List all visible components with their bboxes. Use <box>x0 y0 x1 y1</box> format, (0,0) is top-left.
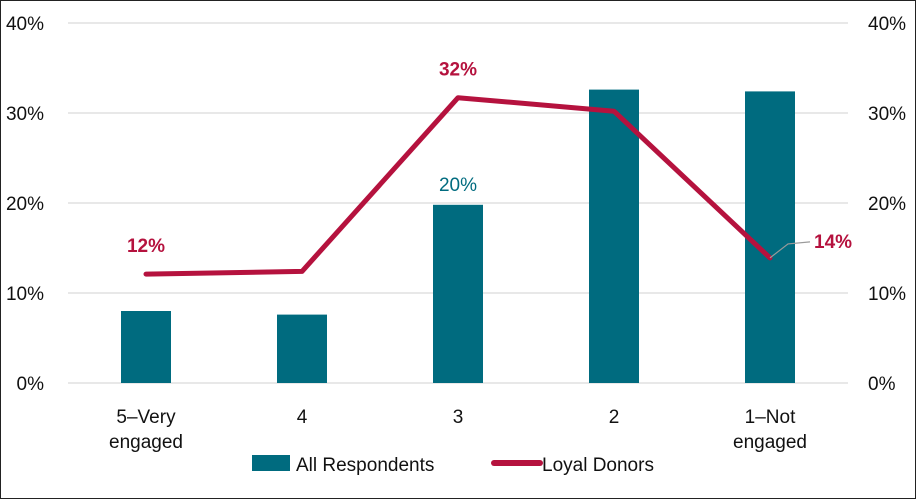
y-tick-label-right: 40% <box>868 14 906 35</box>
legend-label-all-respondents: All Respondents <box>296 455 434 476</box>
y-tick-label-left: 0% <box>17 374 45 395</box>
y-tick-label-right: 10% <box>868 284 906 305</box>
y-axis-left: 0% 10% 20% 30% 40% <box>6 14 44 395</box>
x-category-label: 1–Not <box>745 407 796 428</box>
y-tick-label-left: 30% <box>6 104 44 125</box>
y-tick-label-left: 20% <box>6 194 44 215</box>
bar <box>121 311 171 383</box>
bar-series <box>121 89 795 384</box>
line-data-label: 14% <box>814 232 852 253</box>
y-tick-label-left: 10% <box>6 284 44 305</box>
line-data-label: 12% <box>127 236 165 257</box>
line-data-label: 32% <box>439 60 477 81</box>
legend-swatch-all-respondents <box>252 455 290 471</box>
y-tick-label-right: 0% <box>868 374 896 395</box>
bar-data-label: 20% <box>439 175 477 196</box>
bar <box>745 91 795 384</box>
y-axis-right: 0% 10% 20% 30% 40% <box>868 14 906 395</box>
x-category-label: 2 <box>609 407 620 428</box>
x-category-label: engaged <box>109 432 183 453</box>
bar <box>433 204 483 383</box>
y-tick-label-left: 40% <box>6 14 44 35</box>
x-category-label: 3 <box>453 407 464 428</box>
y-tick-label-right: 30% <box>868 104 906 125</box>
x-category-label: 5–Very <box>116 407 176 428</box>
gridlines <box>68 22 848 384</box>
bar <box>277 314 327 383</box>
leader-line <box>769 241 811 259</box>
data-labels: 20% 12% 32% 14% <box>127 60 852 259</box>
x-category-label: 4 <box>297 407 308 428</box>
y-tick-label-right: 20% <box>868 194 906 215</box>
legend: All Respondents Loyal Donors <box>252 455 654 476</box>
bar <box>589 89 639 383</box>
x-category-label: engaged <box>733 432 807 453</box>
legend-label-loyal-donors: Loyal Donors <box>542 455 654 476</box>
line-series <box>143 95 773 277</box>
x-axis-categories: 5–Very engaged 4 3 2 1–Not engaged <box>109 407 807 453</box>
